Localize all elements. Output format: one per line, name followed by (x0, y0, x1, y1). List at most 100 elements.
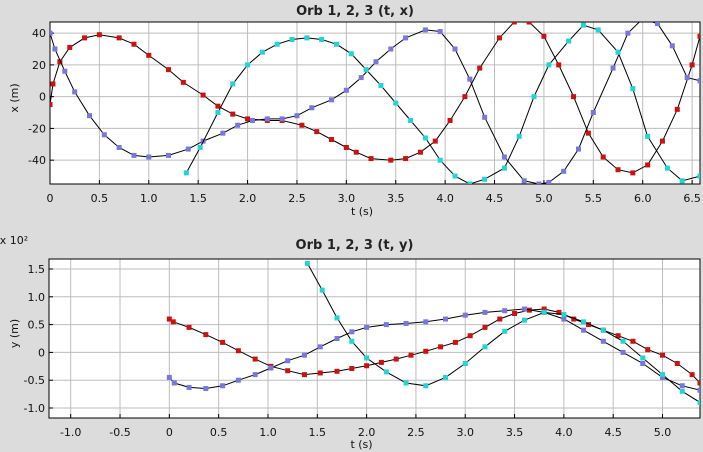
data-point (615, 333, 621, 339)
data-point (620, 338, 626, 344)
data-point (252, 356, 258, 362)
data-point (432, 138, 438, 144)
series-line (306, 263, 700, 403)
data-point (116, 35, 122, 41)
data-point (62, 68, 68, 74)
data-point (304, 260, 310, 266)
data-point (186, 324, 192, 330)
x-tick-label: 4.5 (604, 426, 622, 439)
data-point (531, 94, 537, 100)
plot-area (49, 21, 701, 185)
data-point (674, 106, 680, 112)
data-point (348, 51, 354, 57)
y-tick-label: -1.0 (24, 402, 45, 415)
x-tick-label: 6.0 (634, 192, 652, 205)
data-point (403, 35, 409, 41)
data-point (566, 38, 572, 44)
data-point (630, 338, 636, 344)
data-point (197, 144, 203, 150)
data-point (220, 383, 226, 389)
data-point (285, 358, 291, 364)
data-point (482, 344, 488, 350)
data-point (546, 179, 552, 184)
data-point (423, 348, 429, 354)
data-point (575, 146, 581, 152)
data-point (600, 338, 606, 344)
data-point (116, 144, 122, 150)
data-point (383, 369, 389, 375)
data-point (600, 154, 606, 160)
data-point (403, 380, 409, 386)
data-point (600, 327, 606, 333)
data-point (301, 352, 307, 358)
data-point (497, 316, 503, 322)
data-point (526, 22, 532, 25)
data-point (561, 168, 567, 174)
data-point (259, 49, 265, 55)
data-point (329, 97, 335, 103)
data-point (358, 75, 364, 81)
data-point (378, 83, 384, 89)
data-point (146, 52, 152, 58)
data-point (452, 173, 458, 179)
y-axis-exponent: x 10² (0, 234, 28, 247)
data-point (697, 399, 700, 405)
data-point (659, 138, 665, 144)
data-point (438, 344, 444, 350)
data-point (403, 156, 409, 162)
data-point (467, 76, 473, 82)
data-point (82, 35, 88, 41)
data-point (615, 167, 621, 173)
x-tick-label: 3.0 (456, 426, 474, 439)
data-point (364, 363, 370, 369)
data-point (660, 372, 666, 378)
data-point (502, 308, 508, 314)
x-tick-label: 5.0 (654, 426, 672, 439)
x-tick-label: 5.5 (585, 192, 603, 205)
x-tick-label: 3.5 (506, 426, 524, 439)
data-point (697, 78, 700, 84)
series-3 (183, 22, 700, 184)
data-point (50, 102, 53, 108)
data-point (697, 380, 700, 386)
data-point (521, 306, 527, 312)
series-line (185, 24, 700, 184)
data-point (245, 116, 251, 122)
data-point (443, 374, 449, 380)
data-point (364, 324, 370, 330)
data-point (697, 33, 700, 39)
x-tick-label: 1.0 (140, 192, 158, 205)
data-point (581, 327, 587, 333)
x-axis-label: t (s) (350, 438, 372, 451)
data-point (96, 32, 102, 38)
data-point (166, 374, 172, 380)
x-tick-label: 6.5 (683, 192, 701, 205)
data-point (620, 349, 626, 355)
data-point (437, 157, 443, 163)
x-tick-label: 5.0 (535, 192, 553, 205)
data-point (423, 383, 429, 389)
data-point (422, 27, 428, 33)
data-point (684, 75, 690, 81)
data-point (235, 377, 241, 383)
data-point (388, 157, 394, 163)
data-point (67, 44, 73, 50)
data-point (482, 114, 488, 120)
data-point (230, 81, 236, 87)
data-point (679, 178, 685, 184)
data-point (299, 122, 305, 128)
data-point (443, 316, 449, 322)
data-point (215, 110, 221, 116)
data-point (235, 348, 241, 354)
y-tick-label: 20 (32, 59, 46, 72)
data-point (52, 46, 58, 52)
data-point (645, 347, 651, 353)
data-point (462, 94, 468, 100)
data-point (482, 324, 488, 330)
x-tick-label: 0.5 (91, 192, 109, 205)
y-tick-label: 40 (32, 27, 46, 40)
y-tick-label: -40 (28, 154, 46, 167)
data-point (349, 329, 355, 335)
data-point (368, 156, 374, 162)
data-point (546, 62, 552, 68)
